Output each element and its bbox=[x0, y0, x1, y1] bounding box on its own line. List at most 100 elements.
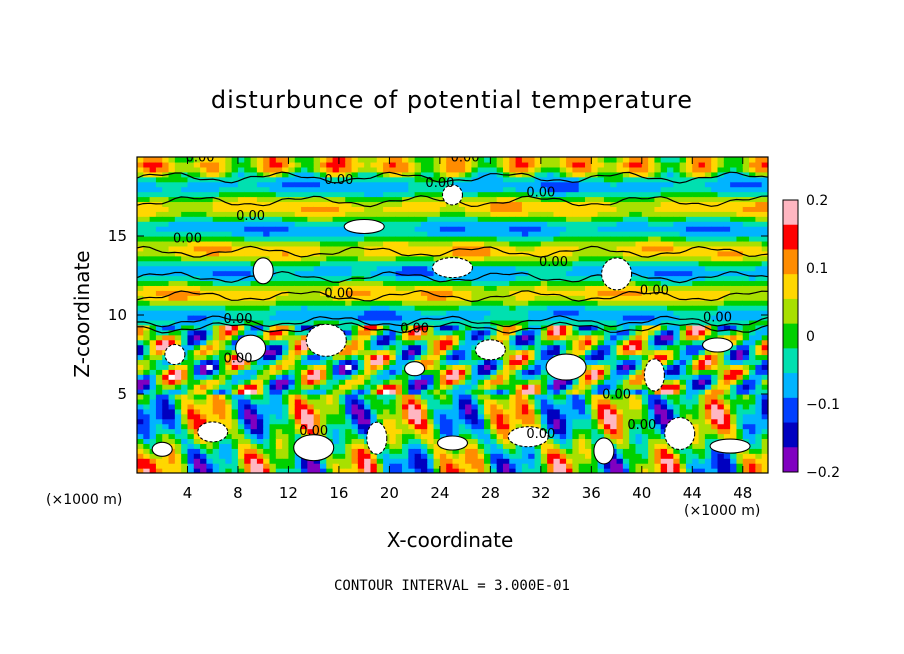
heatmap-cell bbox=[250, 250, 258, 257]
heatmap-cell bbox=[332, 468, 340, 473]
heatmap-cell bbox=[250, 196, 258, 203]
heatmap-cell bbox=[591, 171, 599, 178]
heatmap-cell bbox=[250, 463, 258, 469]
heatmap-cell bbox=[420, 379, 428, 385]
heatmap-cell bbox=[143, 453, 151, 459]
heatmap-cell bbox=[181, 166, 189, 173]
heatmap-cell bbox=[427, 389, 435, 395]
heatmap-cell bbox=[137, 468, 144, 473]
heatmap-cell bbox=[301, 240, 308, 247]
heatmap-cell bbox=[540, 408, 548, 415]
heatmap-cell bbox=[137, 354, 144, 361]
heatmap-cell bbox=[629, 453, 637, 459]
heatmap-cell bbox=[446, 226, 454, 232]
heatmap-cell bbox=[137, 196, 144, 203]
heatmap-cell bbox=[275, 245, 283, 252]
heatmap-cell bbox=[559, 379, 567, 385]
heatmap-cell bbox=[458, 448, 466, 454]
heatmap-cell bbox=[219, 468, 226, 473]
heatmap-cell bbox=[364, 310, 372, 316]
heatmap-cell bbox=[484, 300, 491, 306]
heatmap-cell bbox=[597, 428, 605, 435]
heatmap-cell bbox=[332, 428, 340, 435]
heatmap-cell bbox=[225, 211, 233, 217]
heatmap-cell bbox=[420, 344, 428, 351]
heatmap-cell bbox=[603, 166, 611, 173]
heatmap-cell bbox=[547, 463, 555, 469]
heatmap-cell bbox=[174, 231, 182, 237]
heatmap-cell bbox=[200, 443, 208, 449]
heatmap-cell bbox=[414, 245, 422, 252]
heatmap-cell bbox=[275, 270, 283, 277]
heatmap-cell bbox=[307, 290, 315, 296]
heatmap-cell bbox=[389, 265, 397, 272]
heatmap-cell bbox=[137, 157, 144, 163]
heatmap-cell bbox=[137, 236, 144, 242]
heatmap-cell bbox=[458, 468, 466, 473]
heatmap-cell bbox=[439, 171, 447, 178]
heatmap-cell bbox=[174, 186, 182, 193]
heatmap-cell bbox=[452, 226, 460, 232]
heatmap-cell bbox=[219, 221, 226, 227]
heatmap-cell bbox=[389, 166, 397, 173]
heatmap-cell bbox=[149, 250, 157, 257]
heatmap-cell bbox=[181, 324, 189, 331]
heatmap-cell bbox=[313, 186, 321, 193]
heatmap-cell bbox=[212, 186, 220, 193]
heatmap-cell bbox=[509, 181, 517, 188]
heatmap-cell bbox=[477, 334, 485, 341]
heatmap-cell bbox=[288, 443, 296, 449]
heatmap-cell bbox=[540, 384, 548, 390]
heatmap-cell bbox=[162, 157, 170, 163]
heatmap-cell bbox=[496, 403, 504, 410]
heatmap-cell bbox=[477, 310, 485, 316]
heatmap-cell bbox=[219, 374, 226, 380]
heatmap-cell bbox=[578, 384, 586, 390]
heatmap-cell bbox=[553, 191, 561, 198]
heatmap-cell bbox=[200, 240, 208, 247]
heatmap-cell bbox=[383, 379, 390, 385]
heatmap-cell bbox=[231, 176, 239, 183]
heatmap-cell bbox=[338, 300, 346, 306]
heatmap-cell bbox=[168, 171, 176, 178]
heatmap-cell bbox=[414, 206, 422, 212]
heatmap-cell bbox=[219, 334, 226, 341]
heatmap-cell bbox=[187, 186, 195, 193]
heatmap-cell bbox=[338, 374, 346, 380]
heatmap-cell bbox=[566, 428, 573, 435]
heatmap-cell bbox=[193, 339, 201, 346]
heatmap-cell bbox=[578, 305, 586, 311]
heatmap-cell bbox=[319, 315, 327, 321]
heatmap-cell bbox=[420, 171, 428, 178]
heatmap-cell bbox=[553, 458, 561, 464]
heatmap-cell bbox=[263, 379, 271, 385]
heatmap-cell bbox=[383, 191, 390, 198]
heatmap-cell bbox=[269, 236, 277, 242]
heatmap-cell bbox=[395, 408, 403, 415]
heatmap-cell bbox=[143, 191, 151, 198]
heatmap-cell bbox=[603, 324, 611, 331]
heatmap-cell bbox=[547, 245, 555, 252]
heatmap-cell bbox=[528, 240, 536, 247]
heatmap-cell bbox=[446, 339, 454, 346]
heatmap-cell bbox=[357, 265, 365, 272]
heatmap-cell bbox=[155, 423, 163, 430]
heatmap-cell bbox=[181, 186, 189, 193]
heatmap-cell bbox=[307, 157, 315, 163]
heatmap-cell bbox=[540, 166, 548, 173]
heatmap-cell bbox=[256, 403, 264, 410]
heatmap-cell bbox=[528, 354, 536, 361]
heatmap-cell bbox=[282, 245, 290, 252]
heatmap-cell bbox=[553, 349, 561, 356]
heatmap-cell bbox=[307, 463, 315, 469]
heatmap-cell bbox=[402, 240, 409, 247]
heatmap-cell bbox=[496, 418, 504, 425]
heatmap-cell bbox=[622, 161, 630, 168]
heatmap-cell bbox=[420, 433, 428, 440]
heatmap-cell bbox=[301, 359, 308, 365]
heatmap-cell bbox=[395, 458, 403, 464]
heatmap-cell bbox=[528, 374, 536, 380]
heatmap-cell bbox=[338, 236, 346, 242]
heatmap-cell bbox=[231, 364, 239, 370]
heatmap-cell bbox=[553, 280, 561, 286]
